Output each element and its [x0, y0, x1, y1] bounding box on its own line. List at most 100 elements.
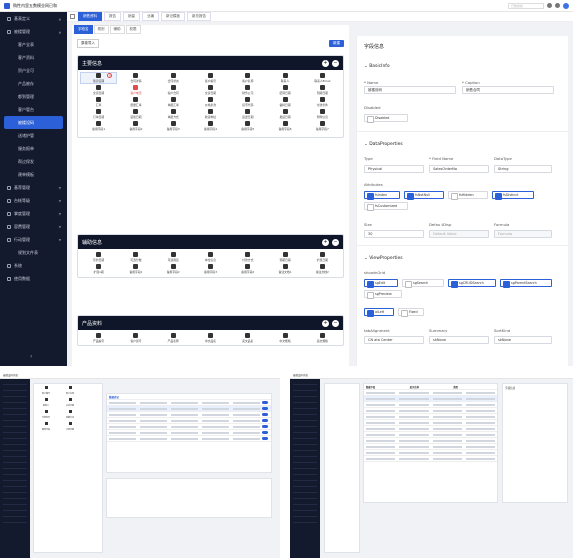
- toggle[interactable]: [262, 419, 268, 422]
- table-row[interactable]: [364, 444, 497, 450]
- add-button[interactable]: 新建: [329, 39, 344, 47]
- avatar[interactable]: [563, 2, 569, 9]
- minus-icon[interactable]: −: [332, 319, 339, 327]
- minus-icon[interactable]: −: [332, 59, 339, 67]
- attribute-checkbox[interactable]: fsCustomized: [364, 202, 408, 211]
- field-item[interactable]: 备用字段6: [266, 120, 303, 132]
- field-item[interactable]: 预期日期: [266, 251, 303, 263]
- tab[interactable]: 报告: [104, 12, 121, 21]
- field-item[interactable]: 客户电话: [117, 84, 154, 96]
- bell-icon[interactable]: [547, 3, 552, 8]
- field-item[interactable]: 财务公司: [229, 84, 266, 96]
- view-props-heading[interactable]: ⌄ ViewProperties: [364, 256, 403, 261]
- field-item[interactable]: 备料日期: [266, 96, 303, 108]
- datatype-select[interactable]: String: [494, 165, 552, 173]
- import-button[interactable]: 原卷导入: [77, 38, 99, 48]
- tab[interactable]: 销量: [123, 12, 140, 21]
- field-item[interactable]: 备用字段2: [117, 120, 154, 132]
- sortkind-select[interactable]: skNone: [494, 336, 552, 344]
- table-row[interactable]: [364, 420, 497, 426]
- sidebar-item[interactable]: 产品被存: [0, 77, 67, 90]
- field-item[interactable]: 可选用途: [155, 251, 192, 263]
- field-item[interactable]: 中文规格: [266, 332, 303, 344]
- summary-select[interactable]: skNone: [429, 336, 489, 344]
- sidebar-item[interactable]: 台帐等级 ▼: [0, 194, 67, 207]
- data-props-heading[interactable]: ⌄ DataProperties: [364, 142, 403, 147]
- sidebar-item[interactable]: 系统: [0, 259, 67, 272]
- tab[interactable]: 新总报告: [187, 12, 211, 21]
- toggle[interactable]: [262, 425, 268, 428]
- toggle[interactable]: [262, 413, 268, 416]
- table-row[interactable]: [107, 400, 271, 406]
- table-row[interactable]: [364, 414, 497, 420]
- sub-tab[interactable]: 辅助: [109, 24, 125, 34]
- delete-icon[interactable]: ×: [107, 73, 113, 78]
- field-item[interactable]: 备用字段1: [117, 263, 154, 275]
- table-row[interactable]: [364, 456, 497, 462]
- thumb-field-item[interactable]: 单据方式: [59, 409, 81, 419]
- field-item[interactable]: 汇率: [80, 96, 117, 108]
- sidebar-item[interactable]: 使用数据: [0, 272, 67, 285]
- type-select[interactable]: Physical: [364, 165, 424, 173]
- field-item[interactable]: 备注文档1: [266, 263, 303, 275]
- table-row[interactable]: [364, 438, 497, 444]
- basic-info-heading[interactable]: ⌄ BasicInfo: [364, 64, 390, 69]
- collapse-icon[interactable]: ‹: [30, 353, 33, 360]
- section-header[interactable]: 主要信息 + −: [78, 56, 343, 70]
- tab[interactable]: 新记模板: [161, 12, 185, 21]
- table-row[interactable]: [364, 450, 497, 456]
- table-row[interactable]: [107, 436, 271, 442]
- default-field[interactable]: Default Value: [429, 230, 489, 238]
- field-item[interactable]: 价格条款: [192, 96, 229, 108]
- thumb-field-item[interactable]: 客户名称: [59, 385, 81, 395]
- field-item[interactable]: 英文品名: [229, 332, 266, 344]
- sidebar-item[interactable]: 行动管理 ▼: [0, 233, 67, 246]
- sidebar-item[interactable]: 基荐管理 ▼: [0, 181, 67, 194]
- search-input[interactable]: 已数模检: [508, 2, 544, 9]
- sub-tab[interactable]: 规则: [93, 24, 109, 34]
- field-item[interactable]: 备用字段2: [155, 263, 192, 275]
- sidebar-item[interactable]: 客产全表: [0, 38, 67, 51]
- grid-checkbox[interactable]: sgPreview: [364, 290, 402, 299]
- table-row[interactable]: [364, 426, 497, 432]
- home-icon[interactable]: [70, 14, 75, 19]
- sidebar-item[interactable]: 送诸护管: [0, 129, 67, 142]
- field-item[interactable]: 付款方式: [229, 251, 266, 263]
- caption-field[interactable]: 销售合同: [462, 86, 554, 94]
- tab[interactable]: 销售资料: [78, 12, 102, 21]
- field-item[interactable]: 到期日期: [304, 84, 341, 96]
- thumb-field-item[interactable]: 订单日期: [59, 421, 81, 431]
- toggle[interactable]: [262, 407, 268, 410]
- field-item[interactable]: 产品名称: [155, 332, 192, 344]
- toggle[interactable]: [262, 401, 268, 404]
- sidebar-item[interactable]: 容费管理 ▼: [0, 220, 67, 233]
- sub-tab[interactable]: 字段名: [74, 24, 93, 34]
- sidebar-item[interactable]: 掌度管理 ▼: [0, 207, 67, 220]
- field-item[interactable]: 产品编号: [80, 332, 117, 344]
- field-item[interactable]: 备用字段4: [229, 263, 266, 275]
- attribute-checkbox[interactable]: fsDistinct: [492, 191, 534, 200]
- minus-icon[interactable]: −: [332, 238, 339, 246]
- grid-checkbox[interactable]: sgCRUDSearch: [448, 279, 496, 288]
- field-item[interactable]: 备用字段7: [304, 120, 341, 132]
- field-item[interactable]: 单据汇率: [155, 96, 192, 108]
- table-row[interactable]: [107, 424, 271, 430]
- field-item[interactable]: 备用字段3: [192, 263, 229, 275]
- field-item[interactable]: 合同状态: [155, 72, 192, 84]
- table-row[interactable]: [107, 418, 271, 424]
- table-row[interactable]: [107, 406, 271, 412]
- table-row[interactable]: [107, 412, 271, 418]
- attribute-checkbox[interactable]: fsHidden: [448, 191, 488, 200]
- toggle[interactable]: [262, 437, 268, 440]
- table-row[interactable]: [364, 432, 497, 438]
- formula-field[interactable]: Formula: [494, 230, 552, 238]
- add-icon[interactable]: +: [322, 238, 329, 246]
- sidebar-item[interactable]: 被楼设码: [4, 116, 63, 129]
- help-icon[interactable]: [555, 3, 560, 8]
- sidebar-item[interactable]: 贸户全可: [0, 64, 67, 77]
- field-item[interactable]: 发运日期: [266, 108, 303, 120]
- field-item[interactable]: 中文品名: [192, 332, 229, 344]
- field-item[interactable]: 交货日期: [192, 84, 229, 96]
- sidebar-item[interactable]: 被楼管理 ▲: [0, 25, 67, 38]
- thumb-field-item[interactable]: 联系人: [35, 397, 57, 407]
